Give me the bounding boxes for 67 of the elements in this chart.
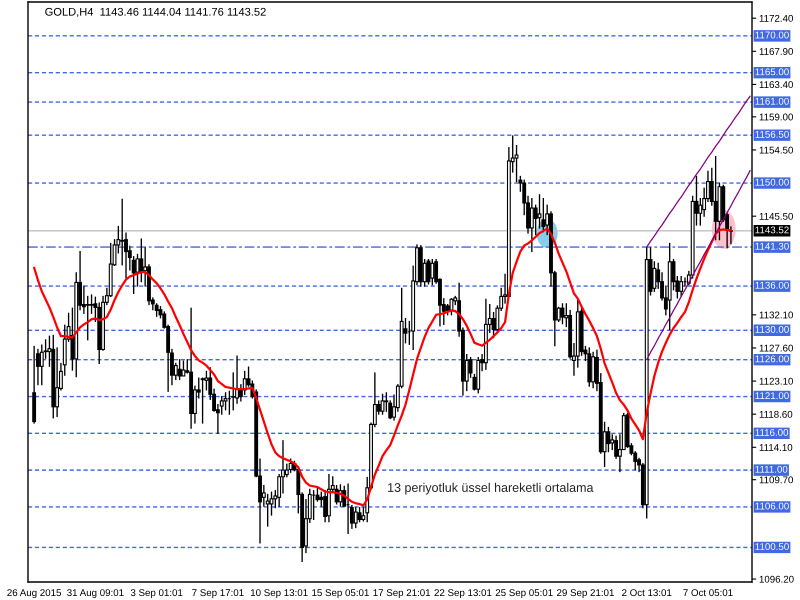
ref-line-label: 1121.00 — [756, 392, 789, 400]
candlestick — [312, 490, 316, 520]
candlestick — [32, 346, 36, 424]
y-tick-label: 1118.60 — [760, 410, 792, 418]
candlestick — [354, 507, 358, 528]
candlestick — [484, 298, 488, 370]
ref-line-label: 1161.00 — [756, 98, 789, 105]
candlestick — [476, 356, 480, 394]
candlestick — [51, 334, 56, 418]
y-tick-label: 1172.40 — [760, 14, 793, 22]
ref-line-label: 1165.00 — [756, 68, 789, 76]
ref-line-label: 1100.50 — [756, 543, 789, 550]
y-tick-label: 1096.20 — [760, 576, 794, 583]
candlestick — [182, 360, 186, 376]
candlestick — [189, 308, 194, 429]
x-tick-label: 3 Sep 01:01 — [130, 589, 182, 598]
y-tick-label: 1127.60 — [760, 344, 793, 352]
annotation: 13 periyotluk üssel hareketli ortalama — [388, 482, 594, 494]
ref-line-label: 1150.00 — [756, 178, 789, 186]
candlestick — [541, 198, 546, 232]
x-tick-label: 29 Sep 21:01 — [557, 589, 614, 598]
candlestick — [591, 352, 596, 388]
ref-line-label: 1126.00 — [756, 355, 789, 362]
x-tick-label: 2 Oct 13:01 — [622, 589, 672, 596]
y-tick-label: 1163.40 — [760, 81, 793, 88]
ref-line-label: 1156.50 — [756, 130, 789, 138]
x-tick-label: 7 Oct 05:01 — [683, 589, 733, 596]
candlestick — [327, 474, 331, 522]
x-tick-label: 10 Sep 13:01 — [250, 589, 308, 598]
ref-line-label: 1106.00 — [756, 502, 789, 510]
y-tick-label: 1123.10 — [760, 378, 793, 385]
ref-line-label: 1136.00 — [756, 282, 789, 289]
y-tick-label: 1114.10 — [760, 444, 792, 451]
y-tick-label: 1167.90 — [760, 48, 793, 55]
chart-title: GOLD,H4 1143.46 1144.04 1141.76 1143.52 — [45, 8, 266, 18]
y-tick-label: 1109.70 — [760, 476, 793, 484]
x-tick-label: 7 Sep 17:01 — [192, 589, 244, 598]
ref-line-label: 1141.30 — [756, 242, 789, 250]
candlestick — [426, 259, 430, 284]
candlestick — [418, 245, 423, 287]
y-tick-label: 1154.50 — [760, 146, 793, 154]
candlestick — [668, 242, 672, 330]
x-tick-label: 15 Sep 05:01 — [312, 589, 369, 598]
candlestick — [139, 238, 144, 282]
line-series — [646, 96, 751, 248]
y-tick-label: 1145.50 — [760, 212, 793, 220]
candlestick — [560, 303, 564, 324]
x-tick-label: 26 Aug 2015 — [7, 589, 62, 598]
candlestick — [380, 394, 384, 415]
candlestick — [224, 392, 228, 410]
ref-line-label: 1111.00 — [756, 466, 788, 473]
y-tick-label: 1132.10 — [760, 312, 793, 318]
line-series — [646, 170, 751, 360]
ref-line-label: 1130.00 — [756, 326, 789, 333]
candlestick — [587, 347, 592, 387]
ref-line-label: 1116.00 — [756, 429, 788, 436]
x-tick-label: 31 Aug 09:01 — [67, 589, 124, 598]
y-tick-label: 1159.00 — [760, 114, 793, 120]
x-tick-label: 17 Sep 21:01 — [374, 589, 430, 598]
candlestick — [430, 259, 434, 286]
ref-line-label: 1143.52 — [756, 226, 789, 234]
x-tick-label: 22 Sep 13:01 — [434, 589, 492, 598]
candlestick — [530, 198, 534, 252]
candlestick — [679, 276, 684, 297]
ref-line-label: 1170.00 — [756, 32, 789, 38]
x-tick-label: 25 Sep 05:01 — [496, 589, 553, 598]
candlestick — [178, 359, 182, 380]
